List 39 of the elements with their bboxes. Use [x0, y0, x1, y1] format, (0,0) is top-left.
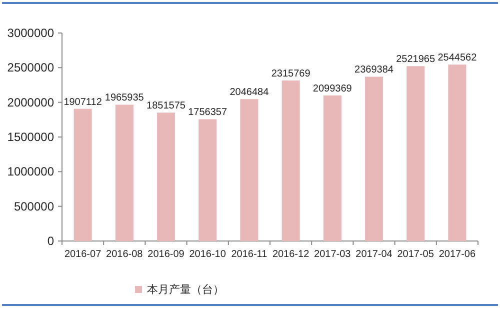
x-tick-label: 2017-05 — [397, 249, 434, 260]
x-tick-label: 2016-12 — [272, 249, 310, 260]
data-label: 2521965 — [396, 54, 436, 66]
data-label: 2046484 — [230, 87, 270, 98]
data-label: 1965935 — [104, 92, 144, 104]
y-tick-label: 1500000 — [7, 130, 54, 144]
x-tick-label: 2016-09 — [148, 249, 185, 260]
bar — [115, 104, 134, 241]
bar — [365, 76, 383, 241]
y-tick-label: 2000000 — [7, 95, 54, 110]
bar — [74, 108, 92, 241]
x-tick-label: 2016-10 — [189, 249, 226, 260]
data-label: 2369384 — [354, 64, 394, 76]
x-tick-label: 2016-08 — [106, 249, 144, 260]
bar — [282, 80, 300, 241]
x-tick-label: 2017-04 — [356, 249, 393, 260]
bar — [323, 95, 342, 241]
y-tick-label: 3000000 — [7, 26, 54, 40]
bar — [198, 119, 217, 241]
data-label: 2099369 — [312, 83, 352, 94]
data-label: 1907112 — [64, 96, 102, 108]
y-tick-label: 2500000 — [7, 60, 54, 75]
y-tick-label: 0 — [47, 234, 54, 248]
y-tick-label: 500000 — [14, 199, 54, 214]
legend: 本月产量（台） — [135, 284, 224, 296]
data-label: 2544562 — [438, 52, 478, 64]
bar — [157, 112, 175, 241]
data-label: 1851575 — [146, 100, 186, 112]
data-label: 2315769 — [271, 68, 311, 80]
legend-label: 本月产量（台） — [147, 283, 224, 296]
x-tick-label: 2017-03 — [314, 249, 352, 260]
y-tick-label: 1000000 — [7, 164, 54, 179]
x-tick-label: 2016-07 — [64, 249, 102, 260]
x-tick-label: 2017-06 — [438, 249, 476, 260]
bar — [240, 99, 258, 241]
data-label: 1756357 — [188, 107, 228, 118]
bar — [406, 66, 425, 241]
bar — [448, 64, 466, 241]
x-tick-label: 2016-11 — [231, 249, 268, 260]
